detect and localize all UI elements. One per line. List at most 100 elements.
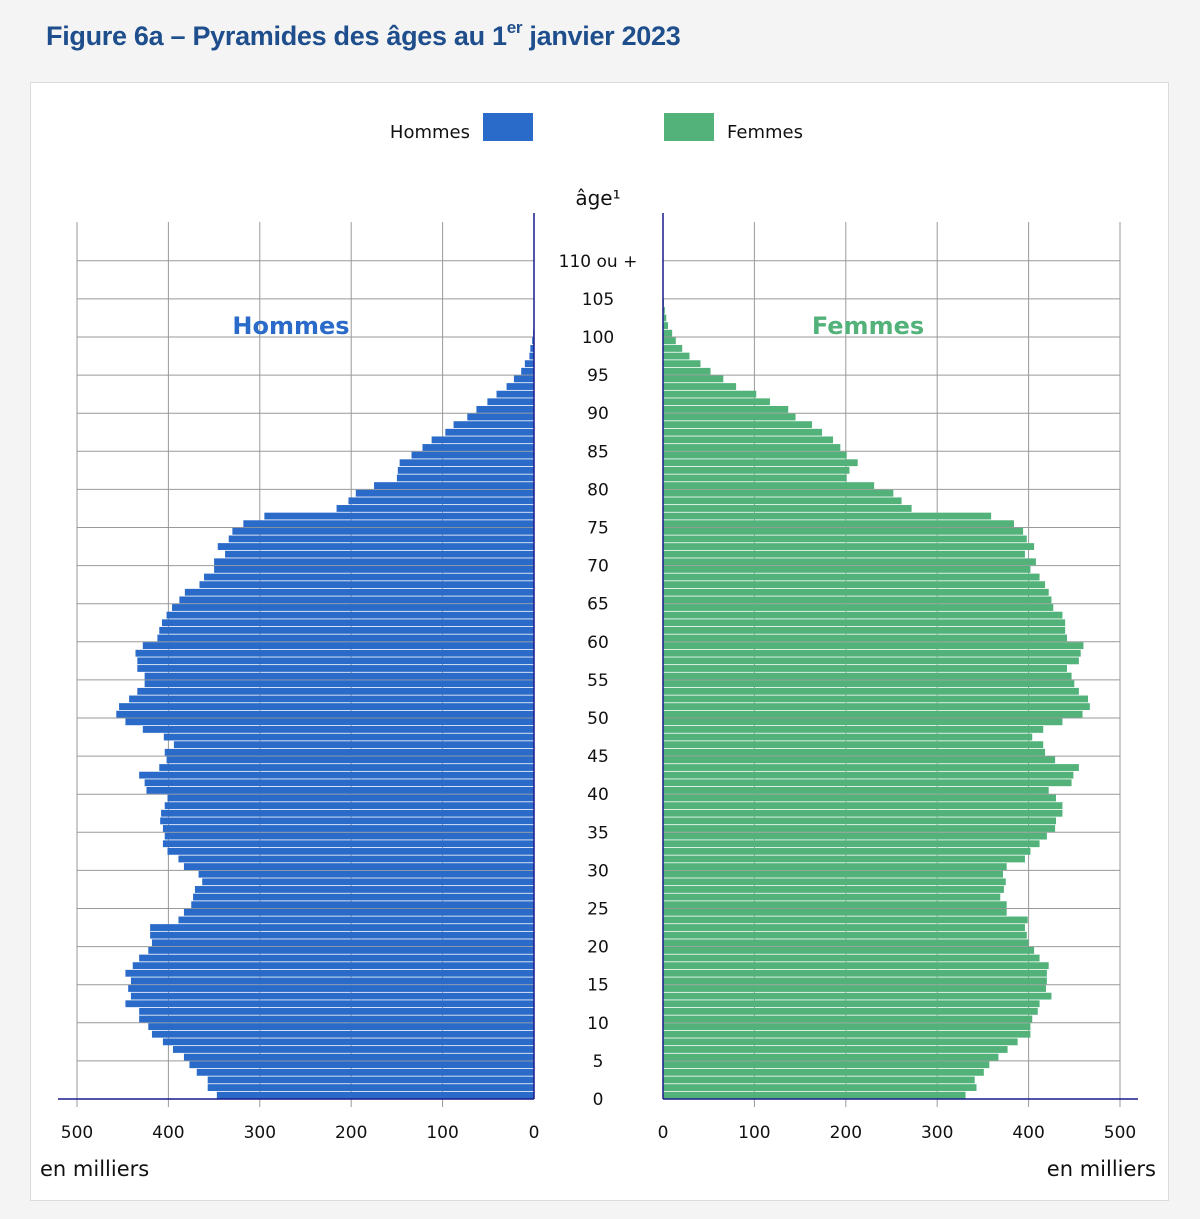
bar-women-age-42 (663, 771, 1074, 779)
bar-women-age-32 (663, 847, 1031, 855)
value-tick-label-men: 300 (244, 1123, 276, 1143)
bar-women-age-46 (663, 741, 1044, 749)
bar-women-age-38 (663, 802, 1063, 810)
bar-women-age-0 (663, 1091, 966, 1099)
bar-men-age-47 (163, 733, 534, 741)
bar-women-age-75 (663, 520, 1014, 528)
age-tick-label: 95 (587, 366, 609, 386)
bar-women-age-9 (663, 1023, 1031, 1031)
bar-women-age-2 (663, 1076, 975, 1084)
bar-men-age-50 (116, 710, 534, 718)
value-tick-label-women: 0 (658, 1123, 669, 1143)
bar-women-age-30 (663, 863, 1007, 870)
unit-label-right: en milliers (1047, 1157, 1156, 1181)
bar-women-age-25 (663, 901, 1007, 909)
panel-label-women: Femmes (812, 312, 924, 340)
bar-men-age-10 (139, 1015, 535, 1023)
age-tick-label: 40 (587, 785, 609, 805)
bar-women-age-60 (663, 634, 1067, 642)
bar-men-age-56 (137, 665, 534, 672)
bar-women-age-49 (663, 718, 1063, 726)
title-text: Figure 6a – Pyramides des âges au 1 (46, 21, 507, 51)
bar-men-age-7 (162, 1038, 534, 1046)
bar-women-age-16 (663, 969, 1047, 977)
bar-women-age-12 (663, 1000, 1040, 1008)
bar-women-age-57 (663, 657, 1079, 665)
age-tick-label: 100 (582, 328, 614, 348)
bar-men-age-91 (487, 398, 534, 406)
bar-men-age-39 (167, 794, 534, 802)
value-tick-label-men: 500 (61, 1123, 93, 1143)
bar-men-age-79 (355, 489, 534, 497)
bar-men-age-16 (125, 969, 534, 977)
value-tick-label-women: 100 (738, 1123, 770, 1143)
bar-women-age-21 (663, 931, 1027, 939)
bar-women-age-84 (663, 451, 847, 459)
bar-men-age-59 (142, 642, 535, 650)
bar-women-age-40 (663, 786, 1049, 794)
bar-men-age-8 (151, 1030, 534, 1038)
bar-women-age-37 (663, 809, 1063, 817)
bar-women-age-22 (663, 924, 1025, 931)
bar-women-age-47 (663, 733, 1033, 741)
bar-women-age-93 (663, 383, 737, 390)
bar-men-age-32 (167, 847, 534, 855)
bar-women-age-69 (663, 566, 1031, 573)
bar-women-age-70 (663, 558, 1036, 566)
bar-men-age-40 (146, 786, 535, 794)
bar-women-age-99 (663, 337, 676, 345)
bar-men-age-37 (161, 809, 534, 817)
bar-women-age-76 (663, 512, 992, 520)
value-tick-label-women: 300 (921, 1123, 953, 1143)
legend-label-men: Hommes (390, 122, 470, 143)
bar-men-age-84 (411, 451, 534, 459)
bar-men-age-44 (166, 756, 534, 764)
bar-women-age-4 (663, 1061, 990, 1069)
bar-women-age-55 (663, 672, 1072, 680)
bar-women-age-101 (663, 322, 669, 329)
bar-men-age-74 (232, 527, 534, 535)
bar-men-age-98 (530, 345, 534, 352)
bar-men-age-36 (160, 817, 534, 825)
bar-women-age-52 (663, 695, 1089, 703)
bar-women-age-36 (663, 817, 1057, 825)
bar-men-age-78 (348, 497, 534, 505)
bar-women-age-1 (663, 1084, 977, 1091)
bar-men-age-3 (196, 1068, 534, 1076)
bar-women-age-18 (663, 954, 1040, 962)
bar-women-age-102 (663, 314, 667, 322)
bar-men-age-65 (179, 596, 535, 604)
bar-women-age-97 (663, 352, 690, 360)
bar-women-age-13 (663, 992, 1052, 1000)
bar-women-age-10 (663, 1015, 1033, 1023)
bar-women-age-19 (663, 947, 1035, 954)
bar-men-age-2 (207, 1076, 534, 1084)
bar-men-age-21 (150, 931, 534, 939)
bar-women-age-98 (663, 345, 683, 352)
bar-men-age-67 (199, 581, 534, 589)
bar-men-age-38 (164, 802, 534, 810)
age-tick-label: 20 (587, 938, 609, 958)
bar-men-age-45 (164, 748, 534, 756)
bar-women-age-77 (663, 505, 912, 512)
bar-men-age-69 (214, 566, 534, 573)
bar-men-age-51 (119, 703, 534, 710)
bar-men-age-0 (216, 1091, 535, 1099)
bar-women-age-67 (663, 581, 1046, 589)
bar-men-age-9 (148, 1023, 535, 1031)
bar-men-age-33 (162, 840, 534, 848)
bar-women-age-74 (663, 527, 1024, 535)
axes (58, 213, 1138, 1100)
age-tick-label: 10 (587, 1014, 609, 1034)
value-tick-label-women: 200 (830, 1123, 862, 1143)
bar-women-age-8 (663, 1030, 1031, 1038)
bar-women-age-66 (663, 588, 1049, 596)
age-tick-label: 90 (587, 404, 609, 424)
bar-men-age-75 (243, 520, 534, 528)
tick-labels: 0 5 10 15 20 25 30 35 40 45 50 55 60 65 70 75 80 85 90 95 10… (61, 252, 1136, 1143)
bar-women-age-5 (663, 1053, 999, 1061)
bar-women-age-33 (663, 840, 1040, 848)
bar-men-age-80 (374, 482, 534, 489)
age-tick-label: 35 (587, 823, 609, 843)
